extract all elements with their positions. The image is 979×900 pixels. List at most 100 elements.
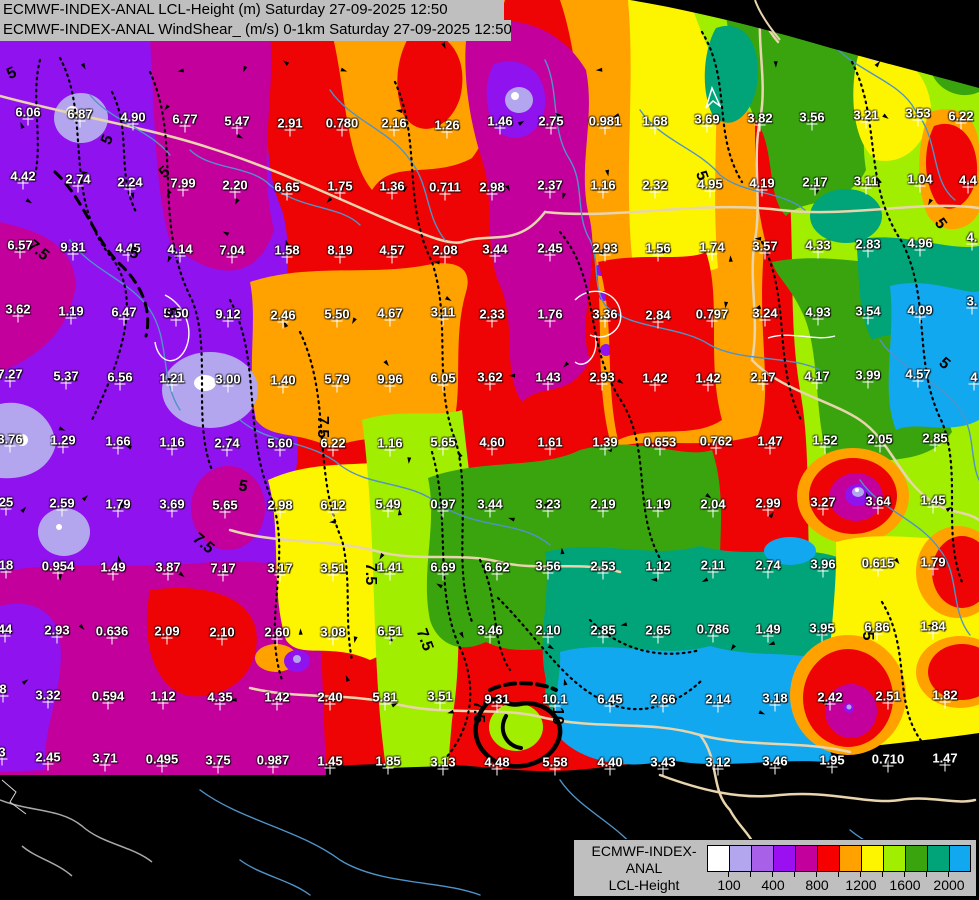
station-cross-marker <box>486 442 499 456</box>
station-value: 0.954 <box>41 558 75 574</box>
station-value: 5.79 <box>324 371 350 387</box>
station-value: 0.780 <box>325 115 359 131</box>
station-cross-marker <box>379 697 392 711</box>
station-cross-marker <box>99 758 112 772</box>
windshear-bold-contours <box>53 170 563 769</box>
station-value: 3.21 <box>853 107 879 123</box>
station-value: 4 <box>970 369 978 385</box>
station-value: 3.75 <box>205 752 231 768</box>
station-cross-marker <box>327 568 340 582</box>
station-cross-marker <box>657 699 670 713</box>
station-value: 0.653 <box>643 434 677 450</box>
station-value: 2.99 <box>755 495 781 511</box>
station-cross-marker <box>817 502 830 516</box>
station-value: 3.87 <box>155 559 181 575</box>
station-value: 2.17 <box>750 369 776 385</box>
station-cross-marker <box>819 440 832 454</box>
title-bar-lcl: ECMWF-INDEX-ANAL LCL-Height (m) Saturday… <box>0 0 504 20</box>
station-cross-marker <box>955 116 968 130</box>
station-cross-marker <box>704 184 717 198</box>
station-cross-marker <box>929 438 942 452</box>
border-in-mask <box>754 0 781 41</box>
station-cross-marker <box>72 179 85 193</box>
station-cross-marker <box>384 567 397 581</box>
station-cross-marker <box>542 377 555 391</box>
wind-arrow-icons <box>15 42 953 715</box>
station-value: 1.42 <box>695 370 721 386</box>
station-value: 6.05 <box>430 370 456 386</box>
station-value: 0.97 <box>430 496 456 512</box>
station-value: 3.13 <box>430 754 456 770</box>
station-value: 2.05 <box>867 431 893 447</box>
station-value: 2.45 <box>35 749 61 765</box>
station-value: 5.60 <box>267 435 293 451</box>
station-value: 1.95 <box>819 752 845 768</box>
station-value: 3.69 <box>694 111 720 127</box>
legend-unit: m <box>580 894 708 900</box>
station-cross-marker <box>912 374 925 388</box>
station-value: 3.51 <box>427 688 453 704</box>
station-value: 0.762 <box>699 433 733 449</box>
station-value: 1.75 <box>327 178 353 194</box>
station-cross-marker <box>491 699 504 713</box>
station-value: 6.06 <box>15 104 41 120</box>
station-value: 3.64 <box>865 493 891 509</box>
station-cross-marker <box>277 380 290 394</box>
station-value: 1.79 <box>920 554 946 570</box>
station-value: 2.46 <box>270 307 296 323</box>
station-cross-marker <box>812 312 825 326</box>
station-cross-marker <box>927 500 940 514</box>
legend-swatch <box>927 845 949 872</box>
station-value: 0.797 <box>695 306 729 322</box>
legend-swatch <box>751 845 773 872</box>
station-cross-marker <box>759 313 772 327</box>
legend-subtitle: LCL-Height <box>608 877 680 893</box>
station-value: 2.74 <box>755 557 781 573</box>
station-cross-marker <box>757 377 770 391</box>
station-value: 6.22 <box>948 108 974 124</box>
legend-tick-label: 400 <box>761 877 785 893</box>
station-cross-marker <box>437 762 450 776</box>
station-value: 0.615 <box>861 555 895 571</box>
windshear-contour-label: 5 <box>930 215 950 233</box>
station-cross-marker <box>437 378 450 392</box>
station-value: 4. <box>966 229 978 245</box>
station-cross-marker <box>860 181 873 195</box>
station-value: 0.981 <box>588 113 622 129</box>
legend-swatch <box>729 845 751 872</box>
station-cross-marker <box>219 505 232 519</box>
station-value: 0.495 <box>145 751 179 767</box>
station-cross-marker <box>545 121 558 135</box>
station-value: 1.45 <box>317 753 343 769</box>
station-value: 3.08 <box>320 624 346 640</box>
station-value: 3.57 <box>752 238 778 254</box>
station-cross-marker <box>112 504 125 518</box>
station-value: 2.59 <box>49 495 75 511</box>
legend-swatch <box>905 845 927 872</box>
station-cross-marker <box>274 568 287 582</box>
station-value: 5.37 <box>53 368 79 384</box>
station-cross-marker <box>649 121 662 135</box>
station-cross-marker <box>484 504 497 518</box>
station-cross-marker <box>229 185 242 199</box>
station-value: 1.12 <box>150 688 176 704</box>
station-cross-marker <box>712 699 725 713</box>
station-value: 2.75 <box>538 113 564 129</box>
legend-swatch <box>795 845 817 872</box>
station-cross-marker <box>65 311 78 325</box>
station-value: 6.86 <box>864 619 890 635</box>
station-value: 6.65 <box>274 179 300 195</box>
station-cross-marker <box>712 762 725 776</box>
station-cross-marker <box>491 762 504 776</box>
station-cross-marker <box>334 186 347 200</box>
station-value: 5.50 <box>163 305 189 321</box>
station-cross-marker <box>386 186 399 200</box>
title-bar-windshear: ECMWF-INDEX-ANAL WindShear_ (m/s) 0-1km … <box>0 20 511 41</box>
windshear-contour-label: 7.5 <box>189 529 218 558</box>
station-value: 4.45 <box>115 240 141 256</box>
station-cross-marker <box>231 121 244 135</box>
station-value: 0.987 <box>256 752 290 768</box>
station-cross-marker <box>271 697 284 711</box>
station-cross-marker <box>216 632 229 646</box>
